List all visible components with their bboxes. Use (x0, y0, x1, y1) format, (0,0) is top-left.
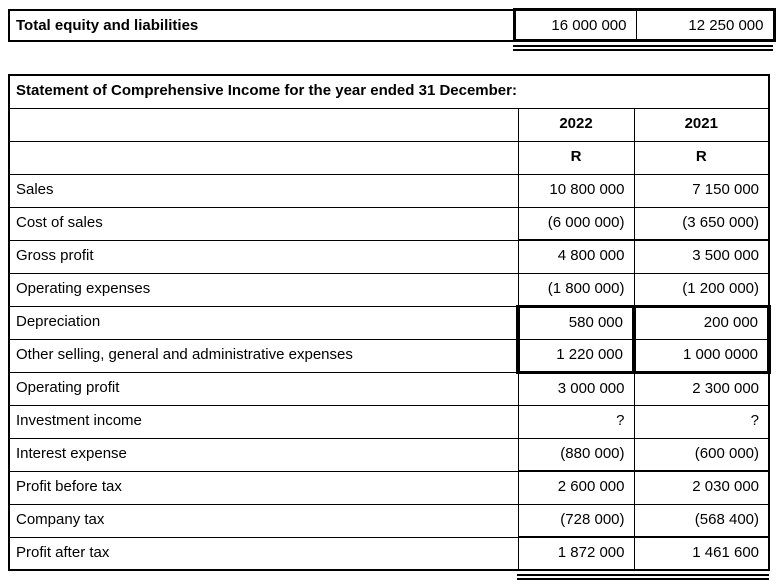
value-2021: 200 000 (631, 304, 772, 340)
value-2021: 1 000 0000 (631, 338, 772, 374)
row-label: Operating profit (8, 371, 519, 406)
row-label: Profit before tax (8, 470, 519, 505)
row-total-equity-and-liabilities: Total equity and liabilities 16 000 000 … (8, 8, 776, 42)
row-label: Other selling, general and administrativ… (8, 338, 519, 373)
row-interest-expense: Interest expense (880 000) (600 000) (8, 437, 770, 472)
value-2021: (568 400) (633, 503, 770, 538)
row-label: Interest expense (8, 437, 519, 472)
value-2021: 7 150 000 (633, 173, 770, 208)
value-2022: (880 000) (517, 437, 635, 472)
currency-header-2021: R (633, 140, 770, 175)
value-2022: 16 000 000 (512, 8, 637, 42)
statement-title: Statement of Comprehensive Income for th… (8, 74, 770, 109)
row-operating-expenses: Operating expenses (1 800 000) (1 200 00… (8, 272, 770, 307)
value-2022: 1 220 000 (516, 338, 636, 374)
row-label: Operating expenses (8, 272, 519, 307)
row-label: Depreciation (8, 305, 519, 340)
value-2021: 1 461 600 (633, 536, 770, 571)
double-underline (513, 45, 773, 51)
row-label: Cost of sales (8, 206, 519, 241)
empty-cell (8, 107, 519, 142)
value-2022: 1 872 000 (517, 536, 635, 571)
row-sales: Sales 10 800 000 7 150 000 (8, 173, 770, 208)
row-label: Profit after tax (8, 536, 519, 571)
value-2021: 2 030 000 (633, 470, 770, 505)
row-label: Sales (8, 173, 519, 208)
value-2021: 12 250 000 (635, 8, 776, 42)
row-cost-of-sales: Cost of sales (6 000 000) (3 650 000) (8, 206, 770, 241)
value-2021: (3 650 000) (633, 206, 770, 241)
value-2021: ? (633, 404, 770, 439)
value-2022: 10 800 000 (517, 173, 635, 208)
income-statement-table: Statement of Comprehensive Income for th… (8, 74, 772, 571)
row-operating-profit: Operating profit 3 000 000 2 300 000 (8, 371, 770, 406)
value-2021: (600 000) (633, 437, 770, 472)
value-2022: (728 000) (517, 503, 635, 538)
row-label: Gross profit (8, 239, 519, 274)
year-header-2021: 2021 (633, 107, 770, 142)
row-investment-income: Investment income ? ? (8, 404, 770, 439)
value-2022: 3 000 000 (517, 371, 635, 406)
value-2021: 3 500 000 (633, 239, 770, 274)
row-other-sga-expenses: Other selling, general and administrativ… (8, 338, 772, 374)
row-profit-before-tax: Profit before tax 2 600 000 2 030 000 (8, 470, 770, 505)
row-statement-title: Statement of Comprehensive Income for th… (8, 74, 770, 109)
value-2022: (6 000 000) (517, 206, 635, 241)
value-2022: 580 000 (516, 304, 636, 340)
empty-cell (8, 140, 519, 175)
value-2022: (1 800 000) (517, 272, 635, 307)
currency-header-2022: R (517, 140, 635, 175)
row-depreciation: Depreciation 580 000 200 000 (8, 304, 772, 340)
value-2021: 2 300 000 (633, 371, 770, 406)
row-year-headers: 2022 2021 (8, 107, 770, 142)
value-2022: 2 600 000 (517, 470, 635, 505)
row-gross-profit: Gross profit 4 800 000 3 500 000 (8, 239, 770, 274)
row-label: Company tax (8, 503, 519, 538)
double-underline (517, 574, 769, 580)
value-2022: ? (517, 404, 635, 439)
row-currency-headers: R R (8, 140, 770, 175)
value-2021: (1 200 000) (633, 272, 770, 307)
value-2022: 4 800 000 (517, 239, 635, 274)
row-profit-after-tax: Profit after tax 1 872 000 1 461 600 (8, 536, 770, 571)
row-label: Investment income (8, 404, 519, 439)
year-header-2022: 2022 (517, 107, 635, 142)
total-equity-table: Total equity and liabilities 16 000 000 … (8, 8, 776, 42)
row-company-tax: Company tax (728 000) (568 400) (8, 503, 770, 538)
row-label: Total equity and liabilities (8, 9, 515, 41)
